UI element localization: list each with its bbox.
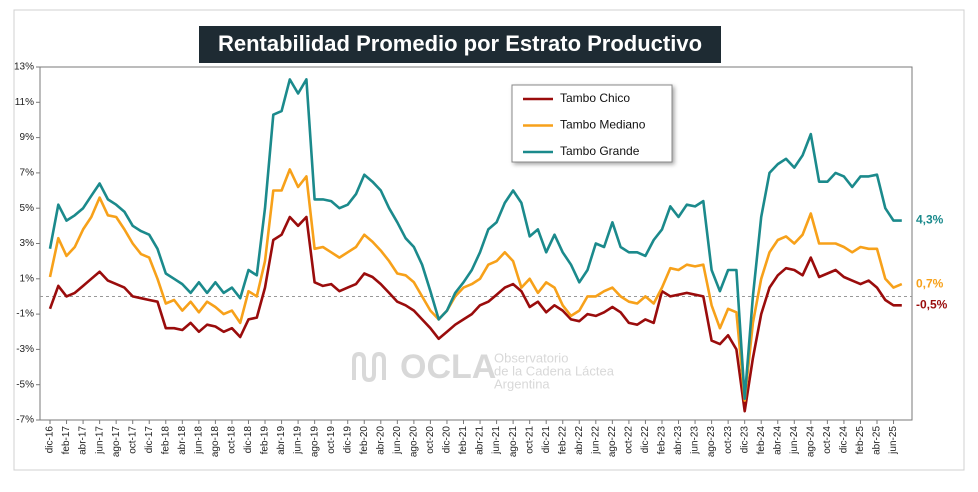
y-tick-label: 13% — [14, 62, 34, 73]
x-tick-label: abr-17 — [78, 426, 89, 455]
x-tick-label: feb-21 — [458, 426, 469, 455]
x-tick-label: abr-24 — [772, 426, 783, 455]
legend-label: Tambo Mediano — [560, 118, 646, 132]
x-tick-label: ago-22 — [607, 426, 618, 458]
x-tick-label: oct-17 — [127, 426, 138, 454]
x-tick-label: ago-17 — [111, 426, 122, 458]
y-tick-label: 5% — [20, 203, 35, 214]
y-tick-label: 7% — [20, 168, 35, 179]
x-tick-label: feb-20 — [359, 426, 370, 455]
legend-label: Tambo Grande — [560, 144, 640, 158]
x-tick-label: oct-24 — [822, 426, 833, 454]
x-tick-label: jun-18 — [194, 426, 205, 455]
legend: Tambo Chico Tambo Mediano Tambo Grande — [511, 84, 673, 163]
x-tick-label: dic-18 — [243, 426, 254, 454]
x-tick-label: feb-17 — [61, 426, 72, 455]
x-tick-label: jun-17 — [94, 426, 105, 455]
x-tick-label: abr-21 — [475, 426, 486, 455]
end-label: 0,7% — [916, 276, 944, 290]
x-tick-label: ago-19 — [309, 426, 320, 458]
watermark-text: Argentina — [494, 376, 550, 391]
x-tick-label: jun-20 — [392, 426, 403, 455]
end-label: -0,5% — [916, 297, 948, 311]
x-tick-label: dic-17 — [144, 426, 155, 454]
x-tick-label: ago-24 — [805, 426, 816, 458]
x-tick-label: oct-19 — [326, 426, 337, 454]
end-label: 4,3% — [916, 213, 944, 227]
watermark-text: Observatorio — [494, 350, 568, 365]
x-tick-label: oct-22 — [624, 426, 635, 454]
x-tick-label: feb-18 — [160, 426, 171, 455]
x-tick-label: dic-22 — [640, 426, 651, 454]
x-tick-label: abr-25 — [872, 426, 883, 455]
x-tick-label: dic-20 — [442, 426, 453, 454]
x-tick-label: oct-18 — [227, 426, 238, 454]
series-line — [48, 215, 902, 413]
chart-title: Rentabilidad Promedio por Estrato Produc… — [218, 31, 702, 56]
x-tick-label: oct-23 — [723, 426, 734, 454]
series-line — [48, 78, 902, 401]
x-tick-label: feb-19 — [260, 426, 271, 455]
watermark-logo: OCLA — [400, 348, 496, 386]
frame — [13, 9, 965, 471]
y-tick-label: 11% — [15, 97, 34, 108]
x-tick-label: dic-23 — [739, 426, 750, 454]
legend-label: Tambo Chico — [560, 91, 630, 105]
x-tick-label: feb-24 — [756, 426, 767, 455]
x-tick-label: dic-24 — [839, 426, 850, 454]
y-tick-label: 9% — [20, 132, 35, 143]
x-tick-label: dic-19 — [342, 426, 353, 454]
x-tick-label: abr-22 — [574, 426, 585, 455]
watermark-icon — [352, 351, 386, 383]
y-tick-label: 3% — [20, 238, 35, 249]
y-tick-label: -5% — [16, 379, 34, 390]
x-tick-label: oct-20 — [425, 426, 436, 454]
x-tick-label: jun-19 — [293, 426, 304, 455]
x-tick-label: feb-22 — [557, 426, 568, 455]
x-tick-label: jun-24 — [789, 426, 800, 455]
x-tick-label: ago-21 — [508, 426, 519, 458]
x-tick-label: ago-23 — [706, 426, 717, 458]
x-tick-label: ago-20 — [409, 426, 420, 458]
title-box — [199, 26, 721, 63]
x-tick-label: feb-25 — [855, 426, 866, 455]
x-tick-label: jun-21 — [491, 426, 502, 455]
x-tick-label: jun-25 — [888, 426, 899, 455]
x-tick-label: dic-16 — [45, 426, 56, 454]
y-tick-label: -1% — [16, 309, 34, 320]
x-tick-label: jun-23 — [690, 426, 701, 455]
x-tick-label: abr-18 — [177, 426, 188, 455]
x-tick-label: feb-23 — [657, 426, 668, 455]
x-tick-label: abr-19 — [276, 426, 287, 455]
x-tick-label: dic-21 — [541, 426, 552, 454]
x-tick-label: abr-20 — [375, 426, 386, 455]
legend-box — [511, 84, 673, 163]
x-tick-label: jun-22 — [590, 426, 601, 455]
y-tick-label: -3% — [16, 344, 34, 355]
x-tick-label: ago-18 — [210, 426, 221, 458]
y-tick-label: -7% — [16, 415, 34, 426]
series-line — [48, 168, 903, 402]
watermark-text: de la Cadena Láctea — [494, 363, 615, 378]
y-tick-label: 1% — [20, 273, 35, 284]
x-tick-label: oct-21 — [524, 426, 535, 454]
x-tick-label: abr-23 — [673, 426, 684, 455]
